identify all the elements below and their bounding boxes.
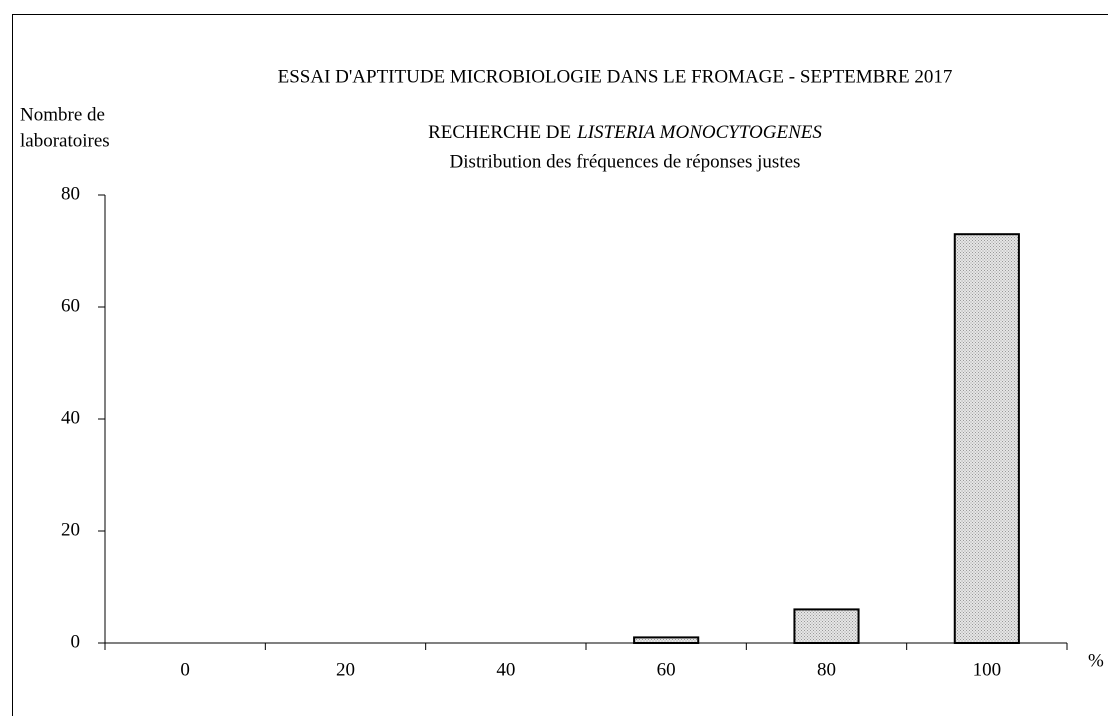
subtitle-text: RECHERCHE DE [428,122,571,143]
x-axis-label: % [1088,650,1104,671]
y-axis-label: Nombre de [20,104,105,125]
y-tick-label: 60 [61,295,80,316]
subtitle: RECHERCHE DE LISTERIA MONOCYTOGENES [428,122,822,143]
y-tick-label: 0 [71,631,81,652]
x-tick-label: 100 [973,659,1002,680]
bar [953,233,1020,644]
x-tick-label: 60 [657,659,676,680]
x-tick-label: 80 [817,659,836,680]
y-tick-label: 80 [61,183,80,204]
frame [12,14,1108,716]
subtitle: Distribution des fréquences de réponses … [450,151,801,172]
y-tick-label: 40 [61,407,80,428]
x-tick-label: 20 [336,659,355,680]
x-tick-label: 40 [496,659,515,680]
bar [793,608,860,645]
x-tick-label: 0 [180,659,190,680]
y-tick-label: 20 [61,519,80,540]
y-axis-label: laboratoires [20,130,110,151]
chart-title: ESSAI D'APTITUDE MICROBIOLOGIE DANS LE F… [278,66,953,87]
subtitle-italic: LISTERIA MONOCYTOGENES [576,122,822,143]
bar [633,636,700,645]
